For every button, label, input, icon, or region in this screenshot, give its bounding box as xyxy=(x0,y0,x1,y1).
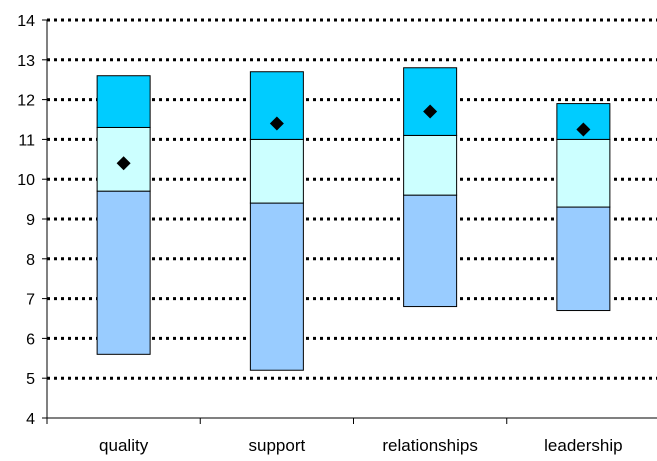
bar-segment-1-leadership xyxy=(556,206,611,312)
bar-segment-2-leadership xyxy=(556,138,611,208)
y-tick-label-8: 8 xyxy=(26,252,35,269)
markers xyxy=(116,104,591,171)
bar-segment-3-quality xyxy=(96,75,151,128)
y-tick-label-11: 11 xyxy=(18,132,35,149)
x-label-relationships: relationships xyxy=(382,436,477,455)
y-tick-label-9: 9 xyxy=(26,212,35,229)
marker-diamond-support xyxy=(269,116,284,131)
x-label-quality: quality xyxy=(99,436,149,455)
x-label-support: support xyxy=(249,436,306,455)
y-tick-label-10: 10 xyxy=(17,172,35,189)
bar-segment-3-relationships xyxy=(403,67,458,136)
x-label-leadership: leadership xyxy=(544,436,622,455)
marker-diamond-leadership xyxy=(576,122,591,137)
bar-segment-2-relationships xyxy=(403,134,458,196)
bar-segment-1-quality xyxy=(96,190,151,355)
bar-segment-1-relationships xyxy=(403,194,458,308)
y-tick-label-5: 5 xyxy=(26,371,35,388)
y-tick-label-12: 12 xyxy=(17,93,35,110)
y-tick-label-7: 7 xyxy=(26,292,35,309)
bar-segment-2-support xyxy=(249,138,304,204)
x-category-labels: quality support relationships leadership xyxy=(99,436,623,455)
bars xyxy=(96,67,611,371)
marker-diamond-quality xyxy=(116,156,131,171)
y-tick-label-14: 14 xyxy=(17,13,35,30)
marker-diamond-relationships xyxy=(423,104,438,119)
y-tick-label-4: 4 xyxy=(26,411,35,428)
bar-segment-1-support xyxy=(249,202,304,371)
y-tick-label-6: 6 xyxy=(26,331,35,348)
axes xyxy=(42,19,657,424)
y-tick-labels: 4 5 6 7 8 9 10 11 12 13 14 xyxy=(17,13,35,428)
y-tick-label-13: 13 xyxy=(17,53,35,70)
